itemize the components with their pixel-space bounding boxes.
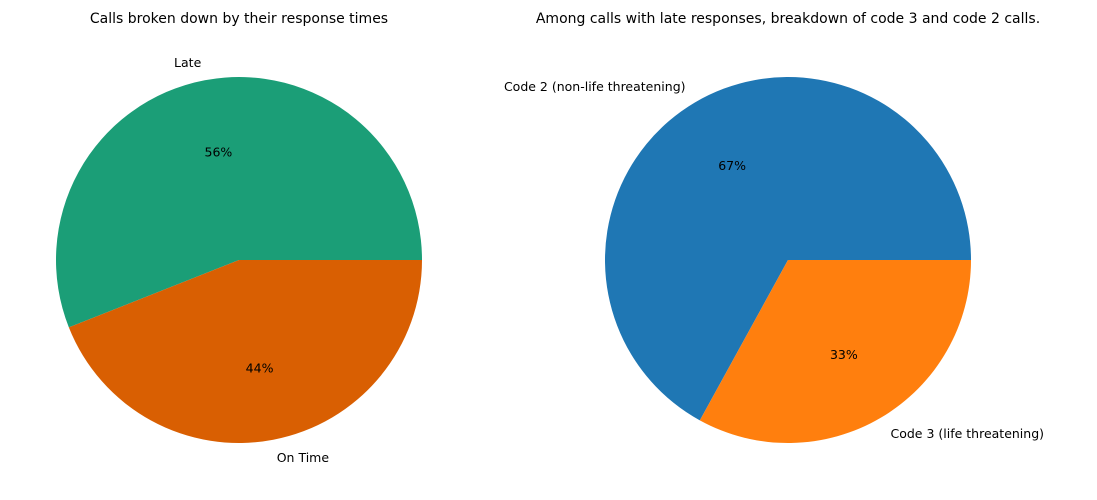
left-chart-title: Calls broken down by their response time…	[90, 11, 388, 27]
right-pie-pct-label-0: 67%	[718, 158, 746, 173]
left-pie-category-label-1: On Time	[277, 450, 330, 465]
right-pie-category-label-0: Code 2 (non-life threatening)	[504, 79, 686, 94]
left-pie-pct-label-0: 56%	[205, 145, 233, 160]
right-pie-pct-label-1: 33%	[830, 347, 858, 362]
right-chart-title: Among calls with late responses, breakdo…	[536, 11, 1040, 27]
right-pie-slice-0	[605, 77, 971, 421]
left-pie-slice-0	[56, 77, 423, 328]
left-pie-category-label-0: Late	[174, 55, 202, 70]
left-pie-slice-1	[68, 260, 423, 444]
left-pie-pct-label-1: 44%	[246, 360, 274, 375]
left-pie-chart: 56% Late 44% On Time	[56, 55, 423, 465]
right-pie-category-label-1: Code 3 (life threatening)	[890, 426, 1044, 441]
right-pie-slice-1	[699, 260, 971, 444]
right-pie-chart: 67% Code 2 (non-life threatening) 33% Code …	[504, 77, 1044, 444]
